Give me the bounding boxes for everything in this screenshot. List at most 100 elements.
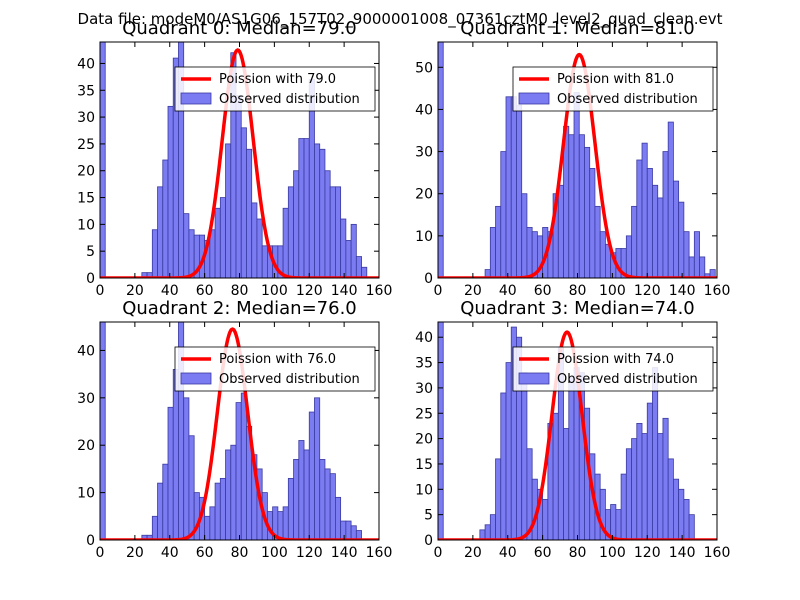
y-tick-label: 0 [86,533,95,549]
histogram-bar [298,440,305,540]
histogram-bar [641,433,648,540]
histogram-bar [510,96,517,278]
histogram-bar [657,197,664,278]
legend-line-label: Poission with 76.0 [219,352,336,367]
chart-title: Quadrant 0: Median=79.0 [122,18,357,39]
histogram-bar [350,525,357,540]
histogram-bar [355,256,362,278]
histogram-bar [298,138,305,278]
histogram-bar [324,170,331,278]
poisson-curve [100,48,379,278]
x-tick-label: 100 [261,545,288,561]
histogram-bar [620,473,627,540]
legend: Poission with 79.0 Observed distribution [174,66,376,112]
chart-title: Quadrant 1: Median=81.0 [460,18,695,39]
y-tick-label: 30 [77,391,95,407]
histogram-bar [500,151,507,278]
histogram-bar [683,231,690,278]
y-tick-label: 0 [86,271,95,287]
histogram-bar [162,159,169,278]
histogram-bar [631,205,638,278]
histogram-bar [521,193,528,278]
x-tick-label: 160 [366,283,393,299]
legend-bar-swatch [180,372,212,385]
histogram-bar [631,438,638,540]
histogram-bar [178,42,185,278]
x-tick-label: 140 [331,283,358,299]
histogram-bar [240,392,247,540]
y-tick-label: 40 [77,56,95,72]
histogram-bar [345,520,352,540]
histogram-bar [235,402,242,540]
x-tick-label: 0 [96,283,105,299]
histogram-bar [335,496,342,540]
histogram-bar [688,256,695,278]
x-tick-label: 160 [366,545,393,561]
histogram-bar [277,511,284,540]
histogram-bar [568,134,575,278]
histogram-bar [345,240,352,278]
x-tick-label: 160 [704,545,731,561]
histogram-bar [584,146,591,278]
histogram-bar [209,506,216,540]
histogram-bar [625,235,632,278]
chart-panel-1: Quadrant 1: Median=81.00 20 40 60 80 100 120 14… [415,18,730,299]
x-tick-label: 20 [126,545,144,561]
x-tick-label: 80 [231,545,249,561]
histogram-bar [230,444,237,540]
y-tick-label: 35 [77,83,95,99]
histogram-bar [256,218,263,278]
x-tick-label: 0 [434,545,443,561]
legend-bar-label: Observed distribution [557,372,698,387]
histogram-bar [167,406,174,540]
x-tick-label: 80 [231,283,249,299]
histogram-bar [505,362,512,540]
histogram-bar [563,428,570,540]
histogram-bar [303,138,310,278]
chart-panel-0: Quadrant 0: Median=79.00 20 40 60 80 100 120 14… [77,18,392,299]
histogram-bar [505,96,512,278]
histogram-bar [162,463,169,540]
histogram-bar [314,143,321,278]
histogram-bar [489,514,496,540]
histogram-bar [438,322,444,540]
histogram-bar [246,148,253,278]
x-tick-label: 160 [704,283,731,299]
histogram-bar [495,205,502,278]
chart-plot-area [438,42,717,278]
histogram-bar [261,245,268,278]
x-tick-label: 20 [126,283,144,299]
legend-line-label: Poission with 79.0 [219,72,336,87]
histogram-bar [438,42,444,278]
x-tick-label: 40 [499,545,517,561]
histogram-bar [495,458,502,540]
chart-title: Quadrant 3: Median=74.0 [460,298,695,319]
x-tick-label: 120 [296,545,323,561]
x-tick-label: 100 [261,283,288,299]
histogram-bar [673,478,680,540]
x-tick-label: 0 [434,283,443,299]
y-tick-label: 20 [415,187,433,203]
histogram-bar [293,459,300,540]
legend-bar-swatch [518,372,550,385]
histogram-bar [484,524,491,540]
histogram-bar [625,448,632,540]
y-tick-label: 25 [415,406,433,422]
x-tick-label: 40 [161,545,179,561]
histogram-bar [324,468,331,540]
y-tick-label: 15 [415,457,433,473]
histogram-bar [319,459,326,540]
y-tick-label: 20 [415,432,433,448]
y-tick-label: 5 [86,244,95,260]
y-tick-label: 10 [77,486,95,502]
legend-bar-label: Observed distribution [219,92,360,107]
histogram-bar [568,377,575,540]
histogram-bar [225,143,232,278]
chart-panel-3: Quadrant 3: Median=74.00 20 40 60 80 100 120 14… [415,298,730,561]
x-tick-label: 40 [161,283,179,299]
y-tick-label: 30 [415,145,433,161]
histogram-bar [282,506,289,540]
histogram-bar [678,201,685,278]
histogram-bar [219,197,226,278]
